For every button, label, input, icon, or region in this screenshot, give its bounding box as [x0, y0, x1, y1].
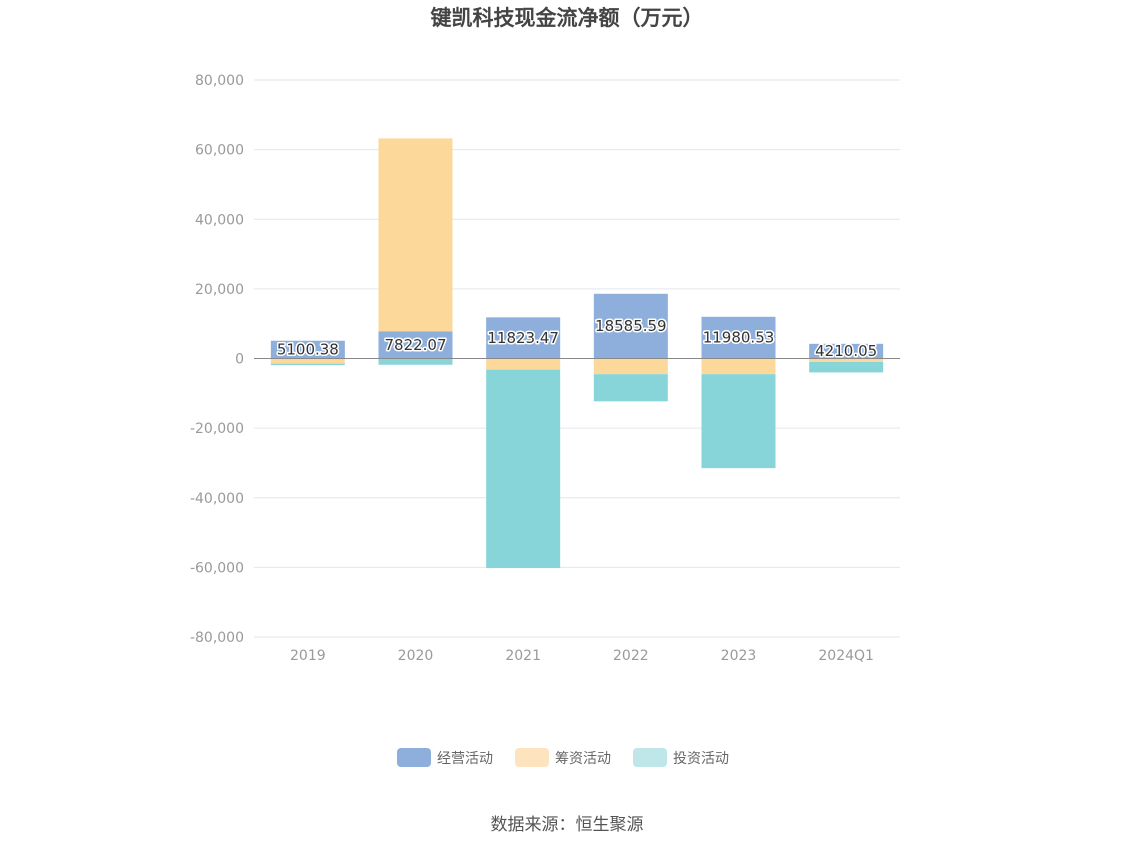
- chart-title: 键凯科技现金流净额（万元）: [431, 6, 704, 30]
- x-tick-label: 2021: [505, 648, 541, 664]
- y-tick-label: -20,000: [190, 421, 244, 437]
- y-tick-label: 0: [235, 352, 244, 368]
- legend-swatch[interactable]: [633, 748, 667, 767]
- y-axis-ticks: 80,000 60,000 40,000 20,000 0 -20,000 -40,000 -…: [190, 73, 244, 646]
- bar-segment[interactable]: [593, 358, 668, 375]
- y-tick-label: -40,000: [190, 491, 244, 507]
- legend-label[interactable]: 筹资活动: [555, 750, 611, 767]
- bar-segment[interactable]: [809, 358, 884, 362]
- y-tick-label: 60,000: [195, 143, 244, 159]
- x-tick-label: 2020: [398, 648, 434, 664]
- data-label: 7822.07: [384, 336, 446, 354]
- source-note: 数据来源：恒生聚源: [491, 815, 644, 835]
- bar-segment[interactable]: [701, 358, 776, 375]
- bar-segment[interactable]: [378, 358, 453, 365]
- x-axis-ticks: 2019 2020 2021 2022 2023 2024Q1: [290, 648, 874, 664]
- legend-swatch[interactable]: [397, 748, 431, 767]
- bars: [270, 138, 884, 569]
- bar-segment[interactable]: [270, 358, 345, 364]
- bar-segment[interactable]: [486, 369, 561, 569]
- data-label: 18585.59: [595, 317, 667, 335]
- bar-segment[interactable]: [593, 374, 668, 402]
- bar-segment[interactable]: [378, 138, 453, 332]
- data-label: 11823.47: [487, 329, 559, 347]
- data-label: 11980.53: [703, 329, 775, 347]
- y-tick-label: 40,000: [195, 212, 244, 228]
- y-tick-label: -80,000: [190, 630, 244, 646]
- bar-segment[interactable]: [486, 317, 561, 359]
- bar-segment[interactable]: [270, 363, 345, 366]
- x-tick-label: 2022: [613, 648, 649, 664]
- bar-segment[interactable]: [378, 331, 453, 359]
- y-tick-label: 80,000: [195, 73, 244, 89]
- y-tick-label: -60,000: [190, 560, 244, 576]
- legend-label[interactable]: 投资活动: [673, 751, 729, 767]
- bar-segment[interactable]: [809, 343, 884, 359]
- bar-segment[interactable]: [701, 374, 776, 469]
- data-label: 5100.38: [277, 341, 339, 359]
- bar-segment[interactable]: [593, 293, 668, 359]
- bar-segment[interactable]: [270, 340, 345, 359]
- bar-segment[interactable]: [486, 358, 561, 370]
- y-tick-label: 20,000: [195, 282, 244, 298]
- x-tick-label: 2019: [290, 648, 326, 664]
- bar-segment[interactable]: [809, 361, 884, 373]
- bar-segment[interactable]: [701, 316, 776, 359]
- legend-label[interactable]: 经营活动: [437, 751, 493, 767]
- x-tick-label: 2024Q1: [818, 648, 874, 664]
- data-label: 4210.05: [815, 342, 877, 360]
- legend[interactable]: 经营活动 筹资活动 投资活动: [397, 748, 729, 767]
- legend-swatch[interactable]: [515, 748, 549, 767]
- x-tick-label: 2023: [721, 648, 757, 664]
- data-labels: 5100.38 7822.07 11823.47 18585.59 11980.53 42…: [275, 316, 878, 362]
